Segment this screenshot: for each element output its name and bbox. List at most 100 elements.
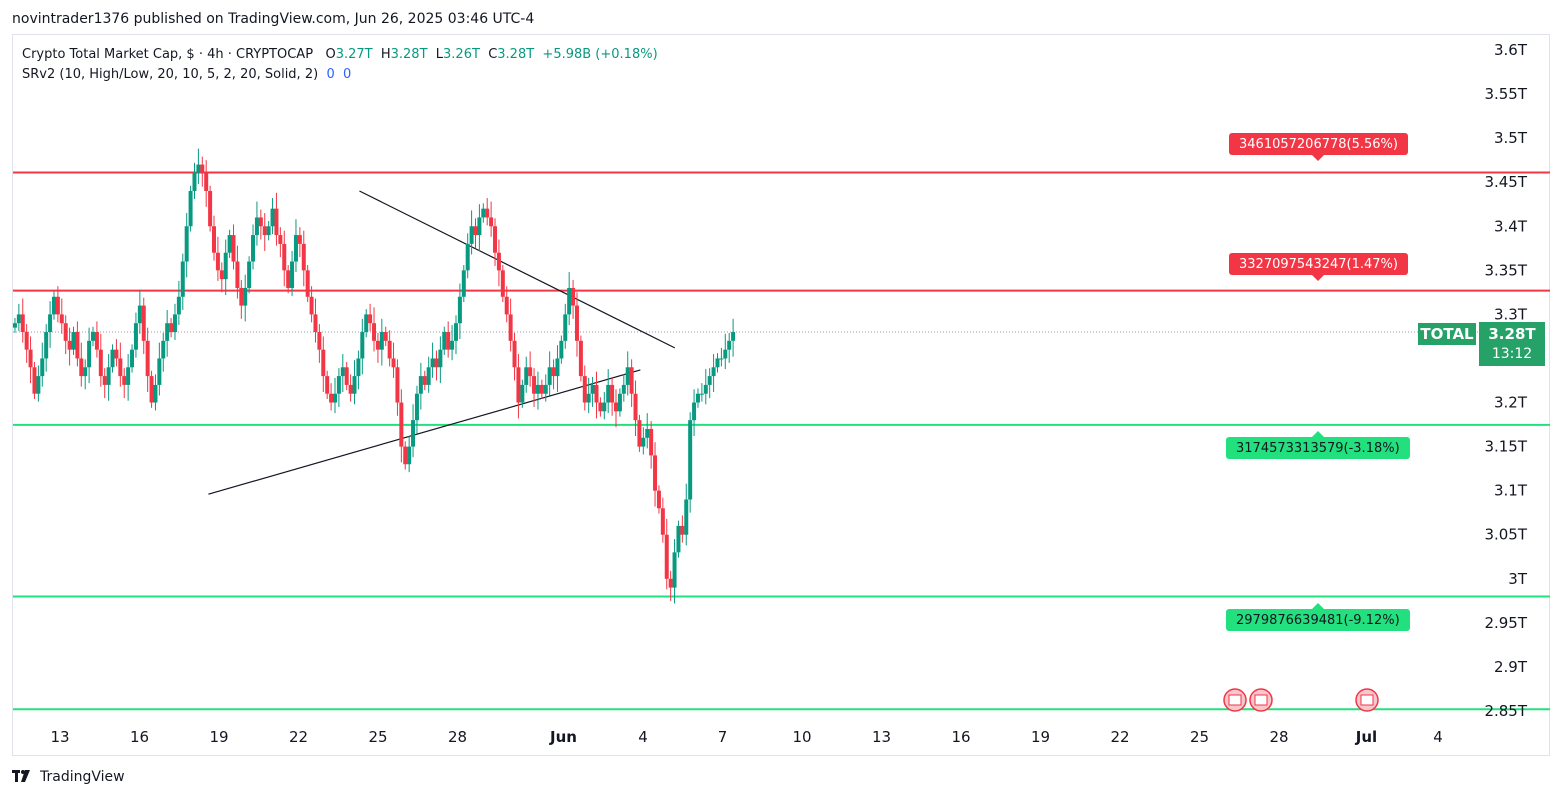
x-tick-label: 4 bbox=[638, 728, 648, 746]
tradingview-brand[interactable]: TradingView bbox=[12, 768, 125, 786]
candle-body bbox=[731, 332, 736, 341]
x-tick-label: 10 bbox=[792, 728, 811, 746]
symbol-description: Crypto Total Market Cap, $ · 4h · CRYPTO… bbox=[22, 47, 314, 62]
candle-body bbox=[321, 349, 326, 377]
x-tick-label: 16 bbox=[951, 728, 970, 746]
symbol-badge: TOTAL bbox=[1418, 323, 1476, 345]
candle-body bbox=[528, 367, 533, 377]
candle-body bbox=[668, 578, 673, 588]
candle-body bbox=[438, 349, 443, 368]
us-economic-event-icon bbox=[1223, 688, 1247, 712]
candle-body bbox=[727, 340, 732, 350]
candle-body bbox=[172, 314, 177, 333]
indicator-row[interactable]: SRv2 (10, High/Low, 20, 10, 5, 2, 20, So… bbox=[22, 65, 658, 85]
candle-body bbox=[387, 340, 392, 359]
candle-body bbox=[602, 402, 607, 412]
candle-body bbox=[67, 340, 72, 350]
candle-body bbox=[399, 402, 404, 447]
candle-body bbox=[372, 323, 377, 341]
candle-body bbox=[364, 314, 369, 333]
candle-body bbox=[169, 323, 174, 333]
candle-body bbox=[215, 252, 220, 271]
candle-body bbox=[660, 508, 665, 535]
candle-body bbox=[594, 384, 599, 403]
candle-body bbox=[145, 340, 150, 377]
candle-body bbox=[297, 235, 302, 244]
x-tick-label: 16 bbox=[130, 728, 149, 746]
candle-body bbox=[723, 349, 728, 359]
candle-body bbox=[676, 525, 681, 553]
x-tick-label: 28 bbox=[448, 728, 467, 746]
level-tag-pointer bbox=[1311, 603, 1324, 609]
candle-body bbox=[461, 270, 466, 297]
y-tick-label: 3.35T bbox=[1484, 261, 1527, 279]
candle-body bbox=[610, 384, 615, 403]
change-value: +5.98B (+0.18%) bbox=[542, 47, 658, 62]
candle-body bbox=[426, 367, 431, 385]
level-tag-label: 3327097543247(1.47%) bbox=[1239, 257, 1398, 272]
candle-body bbox=[87, 340, 92, 368]
candle-body bbox=[516, 367, 521, 403]
candle-body bbox=[122, 376, 127, 385]
candle-body bbox=[434, 358, 439, 368]
candle-body bbox=[524, 367, 529, 385]
candle-body bbox=[629, 367, 634, 394]
candle-body bbox=[684, 499, 689, 535]
candle-body bbox=[106, 367, 111, 385]
y-tick-label: 2.95T bbox=[1484, 614, 1527, 632]
candle-body bbox=[262, 226, 267, 236]
candle-body bbox=[266, 226, 271, 236]
candle-body bbox=[293, 235, 298, 262]
candle-body bbox=[114, 349, 119, 359]
candle-body bbox=[63, 323, 68, 341]
candle-body bbox=[563, 314, 568, 341]
open-value: 3.27T bbox=[335, 47, 373, 62]
y-tick-label: 2.9T bbox=[1494, 658, 1528, 676]
resistance-level-tag: 3461057206778(5.56%) bbox=[1229, 133, 1408, 161]
candle-body bbox=[102, 376, 107, 385]
candle-body bbox=[442, 332, 447, 350]
candle-body bbox=[227, 235, 232, 253]
candle-body bbox=[532, 376, 537, 394]
candle-body bbox=[453, 323, 458, 341]
candle-body bbox=[574, 305, 579, 341]
candle-body bbox=[551, 367, 556, 377]
candle-body bbox=[332, 393, 337, 403]
candle-body bbox=[664, 534, 669, 579]
candle-body bbox=[309, 296, 314, 315]
candle-body bbox=[130, 349, 135, 368]
candle-body bbox=[418, 376, 423, 394]
candle-body bbox=[411, 420, 416, 447]
candle-body bbox=[71, 332, 76, 350]
candle-body bbox=[348, 384, 353, 394]
candle-body bbox=[223, 252, 228, 280]
candle-body bbox=[450, 340, 455, 350]
descending-trendline bbox=[359, 190, 676, 349]
candle-body bbox=[137, 305, 142, 324]
level-tag-label: 3461057206778(5.56%) bbox=[1239, 137, 1398, 152]
candle-body bbox=[430, 358, 435, 368]
y-tick-label: 3.15T bbox=[1484, 438, 1527, 456]
candle-body bbox=[290, 261, 295, 288]
candle-body bbox=[614, 402, 619, 412]
candle-body bbox=[637, 420, 642, 447]
candle-body bbox=[606, 384, 611, 403]
candle-body bbox=[680, 525, 685, 535]
candle-body bbox=[161, 340, 166, 359]
candle-body bbox=[192, 173, 197, 192]
y-tick-label: 3.2T bbox=[1494, 394, 1528, 412]
candle-body bbox=[496, 252, 501, 271]
candle-body bbox=[446, 332, 451, 350]
candle-body bbox=[188, 191, 193, 227]
x-tick-label: 25 bbox=[1190, 728, 1209, 746]
candle-body bbox=[539, 384, 544, 394]
candle-body bbox=[559, 340, 564, 359]
x-tick-label: 25 bbox=[368, 728, 387, 746]
y-tick-label: 3.3T bbox=[1494, 305, 1528, 323]
x-tick-label: 28 bbox=[1269, 728, 1288, 746]
x-tick-label: 22 bbox=[289, 728, 308, 746]
candle-body bbox=[48, 314, 53, 333]
candle-body bbox=[329, 393, 334, 403]
candle-body bbox=[149, 376, 154, 403]
